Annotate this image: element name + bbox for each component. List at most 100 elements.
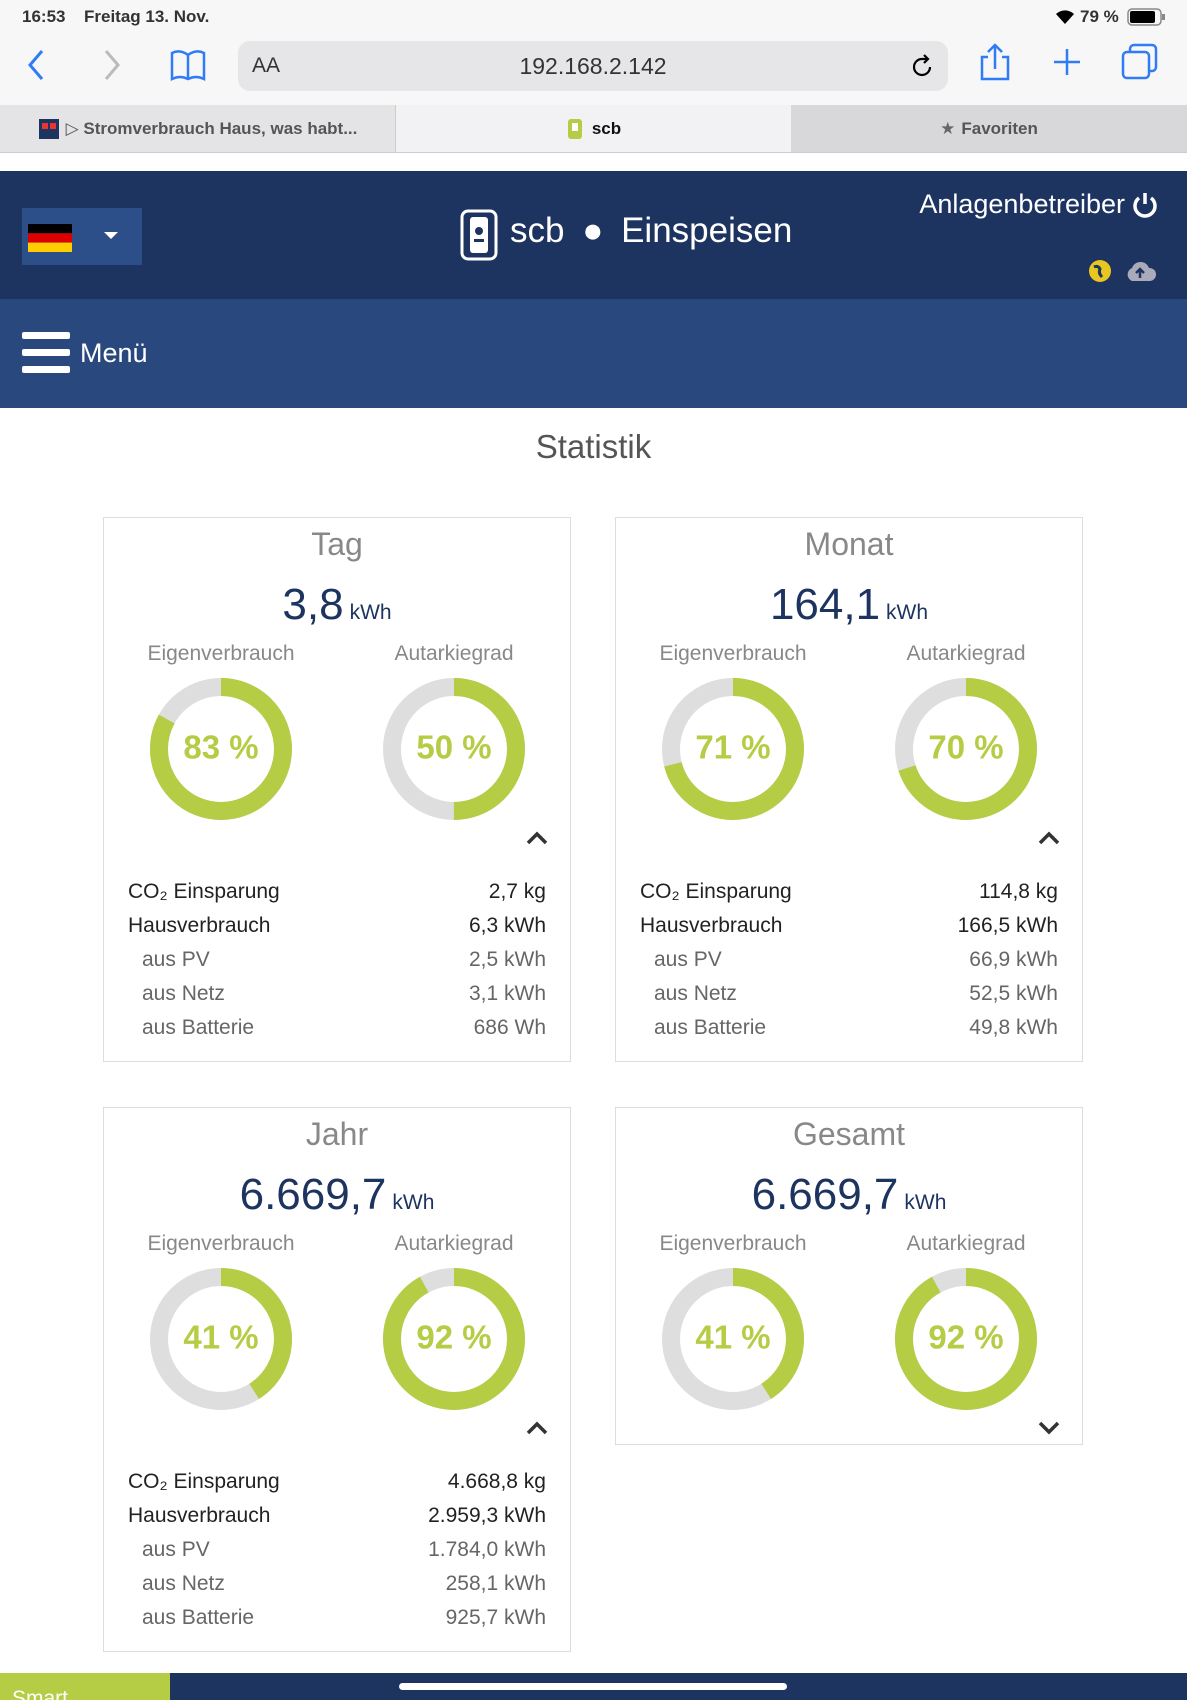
reload-button[interactable]	[908, 53, 936, 81]
detail-label: aus Batterie	[142, 1606, 255, 1629]
donut: 92 %	[383, 1268, 525, 1410]
detail-label: aus Netz	[654, 982, 737, 1005]
total-value: 164,1	[769, 580, 881, 629]
detail-value: 2,5 kWh	[468, 948, 546, 971]
total-value: 6.669,7	[751, 1170, 899, 1219]
detail-value: 66,9 kWh	[969, 948, 1058, 971]
detail-row: Hausverbrauch 2.959,3 kWh	[128, 1504, 546, 1534]
brand: scb	[510, 211, 565, 250]
detail-row: aus Batterie 925,7 kWh	[128, 1606, 546, 1636]
address-bar[interactable]: AA 192.168.2.142	[238, 41, 948, 91]
detail-row: aus PV 66,9 kWh	[640, 948, 1058, 978]
stat-card: Jahr 6.669,7 kWh Eigenverbrauch 41 % Autarkie…	[103, 1107, 571, 1652]
total-value: 6.669,7	[239, 1170, 387, 1219]
forward-button[interactable]	[96, 47, 126, 83]
detail-value: 52,5 kWh	[969, 982, 1058, 1005]
detail-label: Hausverbrauch	[640, 914, 783, 937]
donut-label: 41 %	[695, 1319, 770, 1356]
donut: 50 %	[383, 678, 525, 820]
detail-row: CO₂ Einsparung 4.668,8 kg	[128, 1470, 546, 1500]
detail-row: CO₂ Einsparung 2,7 kg	[128, 880, 546, 910]
toggle-chevron[interactable]	[525, 830, 549, 846]
detail-label: CO₂ Einsparung	[128, 880, 280, 903]
new-tab-button[interactable]	[1050, 45, 1084, 79]
gauge-label: Autarkiegrad	[394, 1232, 514, 1255]
tab-title: Favoriten	[961, 118, 1038, 138]
donut-label: 92 %	[928, 1319, 1003, 1356]
donut-label: 70 %	[928, 729, 1003, 766]
text-size-button[interactable]: AA	[252, 54, 281, 77]
card-title: Jahr	[305, 1116, 369, 1152]
footer-tab[interactable]: Smart	[0, 1673, 170, 1700]
tab-favicon	[567, 118, 582, 139]
wifi-icon	[1056, 10, 1074, 24]
tab-active[interactable]: scb	[396, 105, 791, 152]
tab-bar: ▷ Stromverbrauch Haus, was habt... scb ★…	[0, 105, 1187, 153]
detail-value: 1.784,0 kWh	[428, 1538, 546, 1561]
donut-label: 71 %	[695, 729, 770, 766]
dropdown-caret	[104, 232, 118, 239]
tab-title: ▷ Stromverbrauch Haus, was habt...	[65, 118, 358, 138]
gauge-label: Autarkiegrad	[906, 642, 1026, 665]
donut-label: 92 %	[416, 1319, 491, 1356]
hamburger-icon	[22, 332, 70, 373]
donut-label: 41 %	[183, 1319, 258, 1356]
chevron-path	[1038, 1421, 1060, 1435]
detail-value: 166,5 kWh	[957, 914, 1058, 937]
detail-label: CO₂ Einsparung	[128, 1470, 280, 1493]
donut-arc	[383, 678, 525, 820]
tabs-button[interactable]	[1120, 43, 1160, 81]
detail-row: aus Netz 52,5 kWh	[640, 982, 1058, 1012]
total-unit: kWh	[886, 601, 929, 624]
detail-label: aus PV	[142, 1538, 210, 1561]
toggle-chevron[interactable]	[525, 1420, 549, 1436]
tab[interactable]: ▷ Stromverbrauch Haus, was habt...	[0, 105, 428, 152]
star-icon: ★	[940, 118, 956, 138]
footer-tab-label: Smart	[12, 1687, 69, 1700]
donut: 70 %	[895, 678, 1037, 820]
detail-value: 114,8 kg	[978, 880, 1058, 903]
brand-logo	[460, 209, 498, 261]
donut: 71 %	[662, 678, 804, 820]
detail-value: 6,3 kWh	[468, 914, 546, 937]
toggle-chevron[interactable]	[1037, 830, 1061, 846]
user-name: Anlagenbetreiber	[919, 189, 1125, 219]
battery-icon	[1127, 8, 1165, 26]
toggle-chevron[interactable]	[1037, 1420, 1061, 1436]
app-header: scb ● Einspeisen Anlagenbetreiber	[0, 171, 1187, 299]
share-button[interactable]	[978, 43, 1012, 83]
bookmarks-button[interactable]	[168, 47, 208, 83]
user-menu[interactable]: Anlagenbetreiber	[919, 189, 1159, 220]
detail-row: aus Netz 3,1 kWh	[128, 982, 546, 1012]
detail-label: aus PV	[654, 948, 722, 971]
detail-value: 925,7 kWh	[445, 1606, 546, 1629]
detail-label: Hausverbrauch	[128, 1504, 271, 1527]
menu-bar: Menü	[0, 299, 1187, 408]
gauge-label: Eigenverbrauch	[659, 1232, 807, 1255]
menu-button[interactable]: Menü	[22, 332, 148, 374]
language-select[interactable]	[22, 208, 142, 265]
mode: Einspeisen	[621, 211, 793, 250]
gauge-label: Autarkiegrad	[906, 1232, 1026, 1255]
card-total: 164,1 kWh	[616, 580, 1082, 630]
detail-value: 686 Wh	[473, 1016, 546, 1039]
detail-value: 3,1 kWh	[468, 982, 546, 1005]
detail-row: aus Batterie 49,8 kWh	[640, 1016, 1058, 1046]
stat-card: Tag 3,8 kWh Eigenverbrauch 83 % Autarkiegrad 5…	[103, 517, 571, 1062]
donut: 41 %	[150, 1268, 292, 1410]
status-bar: 16:53 Freitag 13. Nov. 79 %	[0, 0, 1187, 33]
chevron-path	[526, 831, 548, 845]
total-value: 3,8	[282, 580, 344, 629]
back-button[interactable]	[22, 47, 52, 83]
app-title: scb ● Einspeisen	[510, 211, 792, 251]
detail-value: 258,1 kWh	[445, 1572, 546, 1595]
donut: 41 %	[662, 1268, 804, 1410]
detail-row: CO₂ Einsparung 114,8 kg	[640, 880, 1058, 910]
donut-arc	[662, 1268, 804, 1410]
donut-arc	[662, 678, 804, 820]
tab[interactable]: ★ Favoriten	[791, 105, 1187, 152]
detail-label: aus PV	[142, 948, 210, 971]
chevron-path	[526, 1421, 548, 1435]
